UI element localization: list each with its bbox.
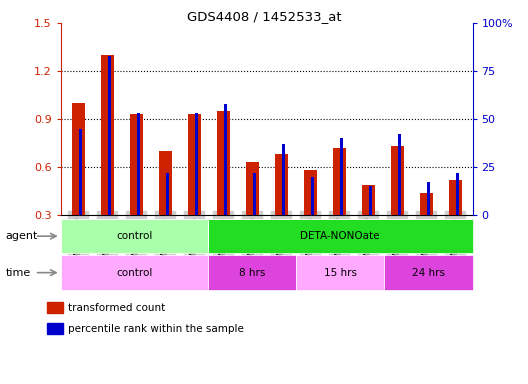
Bar <box>129 114 143 215</box>
Bar <box>187 114 201 215</box>
Text: percentile rank within the sample: percentile rank within the sample <box>68 324 243 334</box>
Bar <box>166 173 169 215</box>
Bar <box>304 170 317 215</box>
Bar <box>158 151 172 215</box>
Bar <box>137 113 140 215</box>
Bar <box>281 144 285 215</box>
Bar <box>108 56 111 215</box>
Bar <box>275 154 288 215</box>
Bar <box>72 103 84 215</box>
Bar <box>369 186 372 215</box>
Bar <box>420 193 432 215</box>
Text: control: control <box>116 268 153 278</box>
Bar <box>340 138 343 215</box>
Bar <box>362 185 375 215</box>
Text: agent: agent <box>5 231 37 241</box>
Bar <box>384 255 473 290</box>
Bar <box>195 113 199 215</box>
Bar <box>208 219 473 253</box>
Bar <box>47 302 63 313</box>
Bar <box>246 162 259 215</box>
Bar <box>391 146 404 215</box>
Bar <box>427 182 430 215</box>
Bar <box>456 173 459 215</box>
Text: 8 hrs: 8 hrs <box>239 268 265 278</box>
Bar <box>61 255 208 290</box>
Text: transformed count: transformed count <box>68 303 165 313</box>
Bar <box>333 148 346 215</box>
Bar <box>398 134 401 215</box>
Text: 15 hrs: 15 hrs <box>324 268 357 278</box>
Text: control: control <box>116 231 153 241</box>
Bar <box>252 173 257 215</box>
Text: DETA-NONOate: DETA-NONOate <box>300 231 380 241</box>
Bar <box>208 255 296 290</box>
Bar <box>101 55 114 215</box>
Bar <box>47 323 63 334</box>
Text: time: time <box>5 268 31 278</box>
Bar <box>216 111 230 215</box>
Bar <box>310 177 314 215</box>
Bar <box>296 255 384 290</box>
Bar <box>223 104 228 215</box>
Bar <box>449 180 461 215</box>
Bar <box>61 219 208 253</box>
Bar <box>79 129 82 215</box>
Text: 24 hrs: 24 hrs <box>412 268 445 278</box>
Text: GDS4408 / 1452533_at: GDS4408 / 1452533_at <box>187 10 341 23</box>
